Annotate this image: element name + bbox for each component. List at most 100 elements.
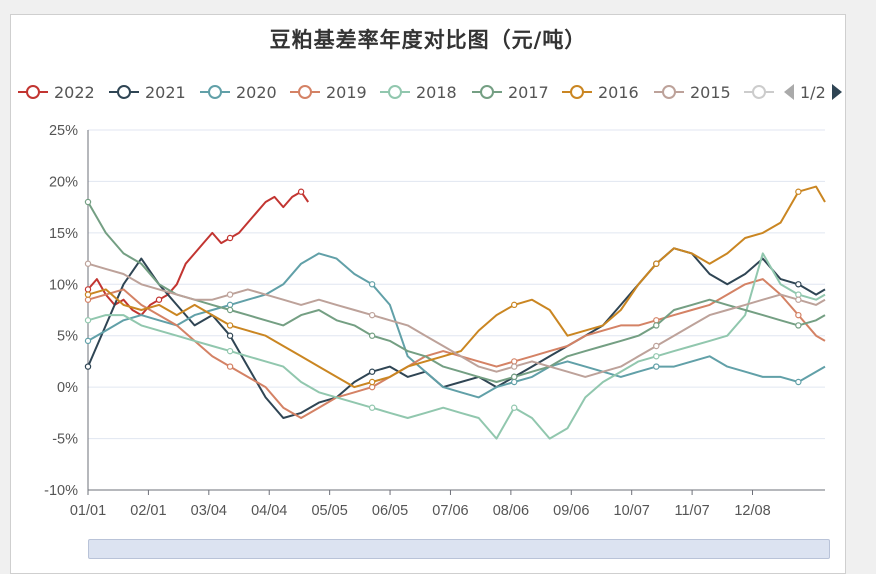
legend-label: 2018 (416, 82, 457, 102)
x-tick-label: 11/07 (674, 503, 709, 519)
legend-line-circle-icon (18, 82, 48, 102)
series-point (511, 363, 518, 370)
legend-label: 2016 (598, 82, 639, 102)
y-tick-label: 10% (49, 277, 78, 293)
series-point (795, 322, 802, 329)
series-line-2021 (87, 247, 826, 419)
legend-line-circle-icon (472, 82, 502, 102)
series-point (795, 296, 802, 303)
x-tick-label: 05/05 (311, 503, 347, 519)
legend-label: 2017 (508, 82, 549, 102)
series-point (226, 347, 234, 355)
series-point (795, 378, 802, 386)
legend-line-circle-icon (654, 82, 684, 102)
x-tick-label: 01/01 (70, 503, 106, 519)
y-tick-label: 5% (57, 329, 78, 345)
series-point (226, 322, 234, 329)
series-point (84, 198, 92, 206)
legend-item-2019[interactable]: 2019 (290, 80, 367, 104)
series-line-2017 (87, 201, 826, 383)
series-point (226, 234, 234, 242)
legend-item-2020[interactable]: 2020 (200, 80, 277, 104)
legend-line-circle-icon (744, 82, 774, 102)
legend-item-2021[interactable]: 2021 (109, 80, 186, 104)
legend-next-icon[interactable] (830, 82, 844, 102)
series-point (795, 311, 802, 319)
legend-line-circle-icon (290, 82, 320, 102)
y-tick-label: 25% (49, 123, 78, 139)
series-point (84, 317, 92, 324)
series-point (368, 311, 376, 319)
series-point (368, 368, 376, 375)
legend-prev-icon[interactable] (782, 82, 796, 102)
series-point (84, 291, 92, 298)
x-tick-label: 08/06 (493, 503, 529, 519)
series-point (653, 363, 660, 370)
x-tick-label: 02/01 (130, 503, 166, 519)
series-point (84, 363, 92, 370)
series-point (368, 332, 376, 339)
series-line-2016 (87, 185, 826, 389)
legend-label: 2021 (145, 82, 186, 102)
series-point (653, 353, 660, 360)
x-tick-label: 04/04 (251, 503, 287, 519)
y-tick-label: -10% (44, 483, 78, 499)
datazoom-slider[interactable] (88, 539, 830, 559)
legend-label: 2015 (690, 82, 731, 102)
legend-label: 2022 (54, 82, 95, 102)
series-point (511, 378, 518, 386)
legend-line-circle-icon (200, 82, 230, 102)
series-point (84, 260, 92, 267)
x-tick-label: 09/06 (553, 503, 589, 519)
legend-page-number: 1/2 (800, 82, 826, 102)
x-tick-label: 07/06 (432, 503, 468, 519)
legend-line-circle-icon (109, 82, 139, 102)
legend-item-2022[interactable]: 2022 (18, 80, 95, 104)
series-point (795, 188, 802, 195)
legend-line-circle-icon (380, 82, 410, 102)
series-line-2022 (87, 190, 310, 317)
series-line-2015 (87, 262, 826, 378)
legend-item-next[interactable] (744, 80, 774, 104)
chart-frame (10, 14, 846, 574)
series-point (226, 291, 234, 298)
series-point (368, 383, 376, 391)
series-point (653, 260, 660, 267)
chart-title: 豆粕基差率年度对比图（元/吨） (269, 28, 587, 52)
series-point (226, 363, 234, 370)
y-tick-label: 15% (49, 226, 78, 242)
legend-pager: 1/2 (782, 80, 844, 104)
legend-item-2015[interactable]: 2015 (654, 80, 731, 104)
series-point (653, 322, 660, 329)
series-point (368, 378, 376, 386)
x-tick-label: 12/08 (734, 503, 770, 519)
series-line-2020 (87, 252, 826, 399)
chart-plot-area: 25% 20% 15% 10% 5% 0% -5% -10% 01/01 02/01 03/04 04… (44, 123, 826, 519)
series-point (84, 286, 92, 293)
series-point (368, 404, 376, 411)
x-tick-label: 10/07 (614, 503, 650, 519)
series-point (511, 373, 518, 381)
series-point (795, 291, 802, 298)
series-point (226, 301, 234, 309)
legend-line-circle-icon (562, 82, 592, 102)
series-point (653, 342, 660, 350)
series-point (297, 188, 305, 195)
legend-item-2016[interactable]: 2016 (562, 80, 639, 104)
series-point (653, 317, 660, 324)
x-tick-label: 06/05 (372, 503, 408, 519)
legend-item-2018[interactable]: 2018 (380, 80, 457, 104)
series-point (155, 296, 163, 303)
series-point (795, 281, 802, 288)
legend-item-2017[interactable]: 2017 (472, 80, 549, 104)
y-tick-label: 20% (49, 174, 78, 190)
series-point (511, 404, 518, 411)
series-point (368, 281, 376, 288)
x-tick-label: 03/04 (191, 503, 227, 519)
series-point (511, 358, 518, 365)
series-point (84, 337, 92, 345)
y-tick-label: -5% (52, 432, 78, 448)
series-point (226, 332, 234, 339)
y-tick-label: 0% (57, 380, 78, 396)
series-point (84, 296, 92, 303)
